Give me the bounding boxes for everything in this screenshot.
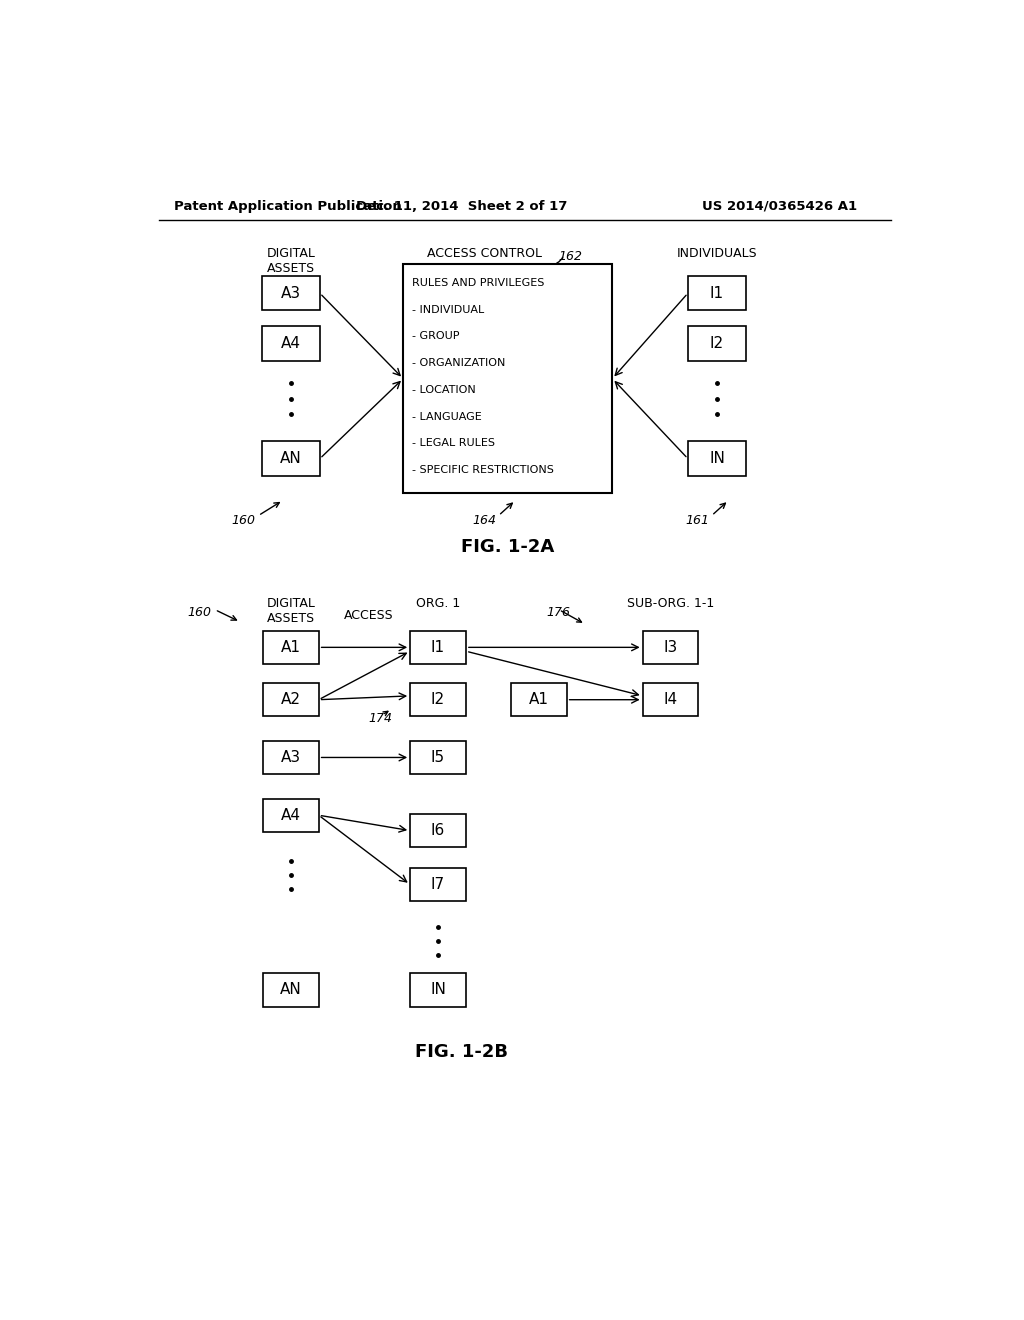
Bar xyxy=(410,741,466,774)
Text: Dec. 11, 2014  Sheet 2 of 17: Dec. 11, 2014 Sheet 2 of 17 xyxy=(355,199,567,213)
Text: SUB-ORG. 1-1: SUB-ORG. 1-1 xyxy=(627,597,714,610)
Text: - LOCATION: - LOCATION xyxy=(413,385,476,395)
Bar xyxy=(688,441,746,477)
Text: A4: A4 xyxy=(281,808,301,822)
Text: I3: I3 xyxy=(664,640,678,655)
Bar xyxy=(410,973,466,1007)
Text: AN: AN xyxy=(280,982,302,998)
Text: I2: I2 xyxy=(710,335,724,351)
Text: - INDIVIDUAL: - INDIVIDUAL xyxy=(413,305,484,314)
Text: IN: IN xyxy=(709,451,725,466)
Bar xyxy=(263,684,318,717)
Text: A3: A3 xyxy=(281,285,301,301)
Text: 162: 162 xyxy=(558,249,582,263)
Text: ORG. 1: ORG. 1 xyxy=(416,597,460,610)
Bar xyxy=(410,814,466,847)
Text: - LEGAL RULES: - LEGAL RULES xyxy=(413,438,496,449)
Text: IN: IN xyxy=(430,982,445,998)
Text: ORG. 2: ORG. 2 xyxy=(416,813,460,826)
Text: A1: A1 xyxy=(528,692,549,708)
Text: I7: I7 xyxy=(431,876,445,892)
Bar xyxy=(262,276,319,310)
Text: A2: A2 xyxy=(281,692,301,708)
Text: Patent Application Publication: Patent Application Publication xyxy=(174,199,402,213)
Text: I4: I4 xyxy=(664,692,678,708)
Text: 176: 176 xyxy=(547,606,570,619)
Text: INDIVIDUALS: INDIVIDUALS xyxy=(677,247,758,260)
Bar xyxy=(688,326,746,360)
Bar xyxy=(643,684,698,717)
Text: I1: I1 xyxy=(710,285,724,301)
Text: ACCESS CONTROL: ACCESS CONTROL xyxy=(427,247,542,260)
Bar xyxy=(263,973,318,1007)
Text: 174: 174 xyxy=(369,713,392,726)
Text: 161: 161 xyxy=(685,513,710,527)
Text: - LANGUAGE: - LANGUAGE xyxy=(413,412,482,421)
Text: US 2014/0365426 A1: US 2014/0365426 A1 xyxy=(701,199,857,213)
Text: - ORGANIZATION: - ORGANIZATION xyxy=(413,358,506,368)
Text: I1: I1 xyxy=(431,640,445,655)
Text: 164: 164 xyxy=(472,513,496,527)
Text: RULES AND PRIVILEGES: RULES AND PRIVILEGES xyxy=(413,277,545,288)
Bar xyxy=(410,631,466,664)
Text: I5: I5 xyxy=(431,750,445,766)
Text: DIGITAL
ASSETS: DIGITAL ASSETS xyxy=(266,247,315,275)
Text: - SPECIFIC RESTRICTIONS: - SPECIFIC RESTRICTIONS xyxy=(413,465,554,475)
Bar xyxy=(410,869,466,902)
Text: 160: 160 xyxy=(231,513,256,527)
Text: DIGITAL
ASSETS: DIGITAL ASSETS xyxy=(266,597,315,626)
Text: 160: 160 xyxy=(187,606,212,619)
Bar xyxy=(643,631,698,664)
Text: FIG. 1-2A: FIG. 1-2A xyxy=(461,539,554,556)
Bar xyxy=(263,741,318,774)
Text: A3: A3 xyxy=(281,750,301,766)
Bar xyxy=(403,264,612,494)
Text: ACCESS: ACCESS xyxy=(343,609,393,622)
Bar xyxy=(688,276,746,310)
Bar xyxy=(263,631,318,664)
Text: A1: A1 xyxy=(281,640,301,655)
Bar xyxy=(262,441,319,477)
Bar xyxy=(511,684,566,717)
Text: AN: AN xyxy=(280,451,302,466)
Text: I6: I6 xyxy=(431,824,445,838)
Bar xyxy=(263,799,318,832)
Bar xyxy=(262,326,319,360)
Text: A4: A4 xyxy=(281,335,301,351)
Bar xyxy=(410,684,466,717)
Text: I2: I2 xyxy=(431,692,445,708)
Text: FIG. 1-2B: FIG. 1-2B xyxy=(415,1043,508,1060)
Text: - GROUP: - GROUP xyxy=(413,331,460,342)
